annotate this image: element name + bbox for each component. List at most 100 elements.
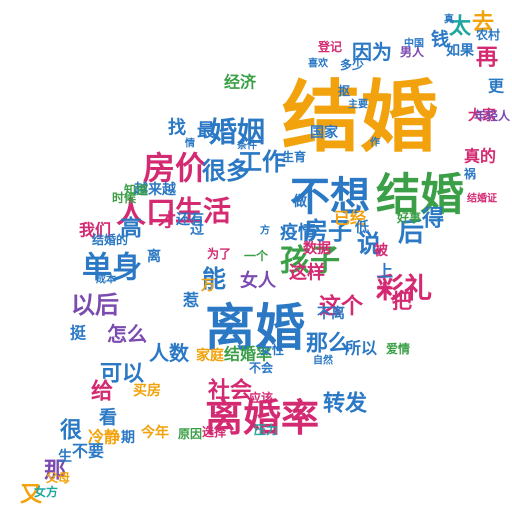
cloud-word: 最 [197,121,216,142]
cloud-word: 作 [370,136,380,149]
cloud-word: 时候 [112,190,137,205]
cloud-word: 生 [58,448,72,465]
cloud-word: 期 [121,430,135,446]
cloud-word: 经济 [224,73,257,92]
cloud-word: 后 [398,218,424,248]
cloud-word: 这个 [319,294,364,320]
cloud-word: 不想 [290,174,370,220]
cloud-word: 钱 [431,29,449,51]
cloud-word: 不会 [249,360,274,375]
cloud-word: 原因 [178,426,202,441]
cloud-word: 多少 [340,57,364,72]
cloud-word: 生活 [175,195,231,228]
cloud-word: 父母 [45,471,70,485]
cloud-word: 以后 [71,291,119,319]
cloud-word: 男人 [400,44,425,59]
cloud-word: 彩礼 [376,272,432,305]
cloud-word: 大家 [468,107,497,124]
cloud-word: 真 [444,13,454,26]
cloud-word: 应该 [249,390,273,405]
cloud-word: 离婚 [205,299,305,357]
cloud-word: 社会 [208,378,252,404]
cloud-word: 又 [20,483,43,508]
cloud-word: 上 [377,262,393,281]
cloud-word: 离 [147,248,161,265]
cloud-word: 自然 [313,354,333,367]
cloud-word: 年轻人 [474,108,511,123]
cloud-word: 更 [488,77,505,96]
cloud-word: 方 [260,224,270,237]
cloud-word: 房子 [304,217,352,245]
cloud-word: 压力 [254,422,278,437]
cloud-word: 再 [476,46,498,71]
cloud-word: 这样 [289,262,325,284]
cloud-word: 国家 [310,124,339,141]
cloud-word: 婚姻 [209,116,265,149]
cloud-word: 很多 [202,157,250,185]
cloud-word: 那么 [306,332,350,357]
cloud-word: 祸 [464,166,476,181]
cloud-word: 被 [374,242,389,259]
cloud-word: 疫情 [280,222,316,244]
cloud-word: 所以 [345,339,377,358]
cloud-word: 情 [185,137,195,150]
cloud-word: 挺 [70,324,87,343]
cloud-word: 冷静 [88,428,120,447]
cloud-word: 选择 [202,424,227,439]
cloud-word: 好事 [396,210,421,225]
cloud-word: 结婚证 [467,192,497,205]
cloud-word: 结婚 [282,73,438,163]
cloud-word: 买房 [133,382,161,399]
cloud-word: 家庭 [196,347,225,364]
cloud-word: 数据 [303,240,331,257]
cloud-word: 登记 [317,39,342,54]
cloud-word: 转发 [323,391,368,417]
cloud-word: 已经 [334,209,366,228]
cloud-word: 女人 [240,270,277,292]
cloud-word: 得 [421,206,444,232]
cloud-word: 今年 [140,424,169,441]
cloud-word: 看 [98,407,117,429]
cloud-word: 结婚 [376,170,464,221]
cloud-word: 结婚的 [92,232,128,247]
cloud-word: 高 [120,216,142,242]
cloud-word: 真的 [464,147,496,166]
cloud-word: 惹 [182,291,199,310]
cloud-word: 万 [200,278,215,294]
cloud-word: 去 [472,11,494,36]
cloud-word: 爱情 [386,341,410,356]
cloud-word: 生育 [282,149,306,164]
cloud-word: 离婚率 [205,396,319,440]
cloud-word: 为了 [207,246,231,261]
cloud-word: 能 [202,265,226,293]
cloud-word: 人口 [116,196,176,231]
cloud-word: 成本 [96,273,117,286]
cloud-word: 房价 [143,149,207,187]
cloud-word: 不离 [317,305,345,322]
cloud-word: 低 [354,219,369,236]
cloud-word: 我们 [79,221,111,240]
cloud-word: 很 [60,419,82,444]
cloud-word: 找 [168,117,186,139]
cloud-word: 越来越 [133,181,177,198]
cloud-word: 女方 [34,484,58,499]
cloud-word: 大 [377,281,391,298]
cloud-word: 主要 [348,98,368,111]
cloud-word: 知道 [123,182,148,197]
cloud-word: 太 [449,15,472,40]
cloud-word: 喜欢 [308,57,329,70]
cloud-word: 结婚率 [223,345,272,364]
cloud-word: 把 [392,289,412,313]
cloud-word: 如果 [446,42,475,59]
cloud-word: 工作 [238,148,286,176]
cloud-word: 才 [158,210,176,232]
cloud-word: 中国 [404,37,424,50]
cloud-word: 因为 [352,40,392,64]
cloud-word: 给 [91,379,113,405]
cloud-word: 还有 [175,211,204,228]
cloud-word: 单身 [82,251,142,286]
cloud-word: 可以 [100,362,144,387]
